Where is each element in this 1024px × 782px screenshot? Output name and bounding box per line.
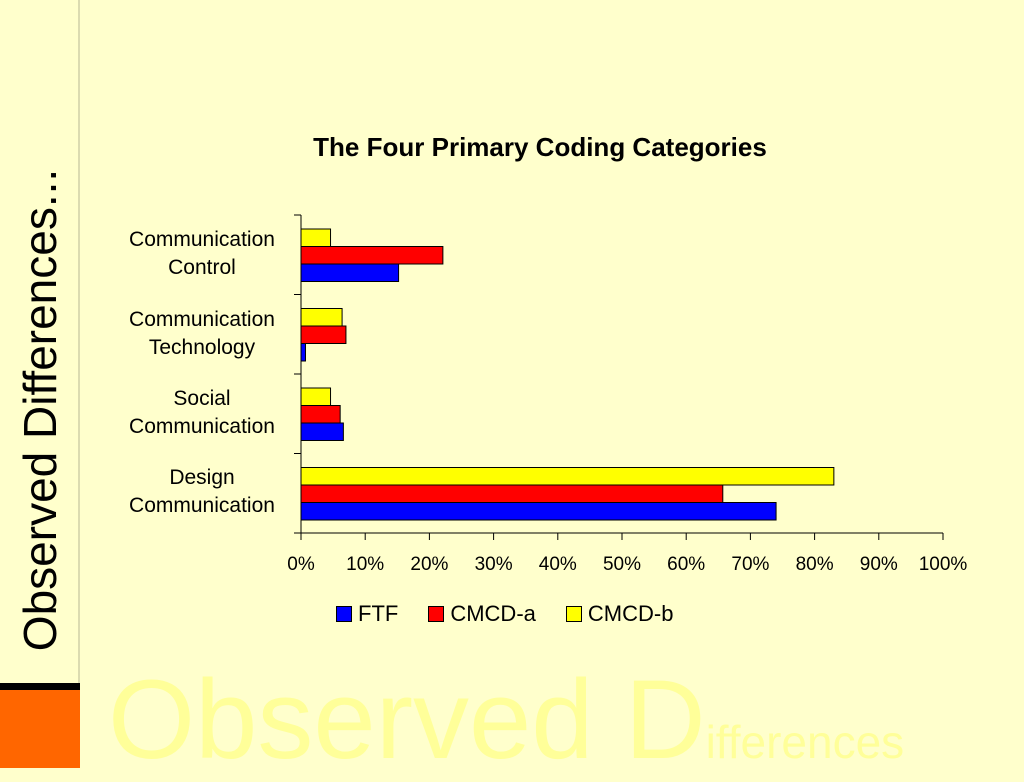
chart-title: The Four Primary Coding Categories <box>313 132 767 162</box>
legend-swatch-ftf <box>336 606 352 622</box>
legend-label: CMCD-b <box>587 601 674 626</box>
category-label-communication-control: Communication Control <box>104 226 300 282</box>
category-label-line: Control <box>168 256 236 279</box>
bar-cmcd-a <box>300 325 347 344</box>
category-label-line: Communication <box>129 415 275 438</box>
legend-item-cmcd-b: CMCD-b <box>565 601 674 627</box>
category-label-communication-technology: Communication Technology <box>104 306 300 362</box>
bar-ftf <box>300 343 306 362</box>
watermark-large-text: Observed D <box>108 657 706 782</box>
category-label-line: Design <box>169 466 235 489</box>
legend-item-cmcd-a: CMCD-a <box>428 601 536 627</box>
watermark-small-text: ifferences <box>705 716 905 768</box>
x-tick-label: 30% <box>474 554 513 575</box>
x-tick-label: 50% <box>602 554 642 575</box>
x-tick-label: 0% <box>287 554 315 575</box>
bar-cmcd-a <box>300 246 444 265</box>
category-label-line: Communication <box>129 228 275 251</box>
legend-label: FTF <box>358 601 399 626</box>
x-tick-label: 100% <box>918 554 968 575</box>
background-watermark: Observed Differences <box>108 664 904 776</box>
bar-cmcd-b <box>300 387 332 406</box>
x-tick-label: 90% <box>859 554 898 575</box>
category-label-social-communication: Social Communication <box>104 385 300 441</box>
bar-cmcd-b <box>300 308 343 327</box>
legend-swatch-cmcd-a <box>428 606 445 622</box>
legend-swatch-cmcd-b <box>565 606 582 622</box>
category-label-line: Communication <box>129 308 275 331</box>
x-tick-label: 80% <box>795 554 834 575</box>
bar-ftf <box>300 263 400 282</box>
bar-cmcd-a <box>300 484 724 503</box>
legend-item-ftf: FTF <box>336 601 398 627</box>
x-tick-label: 40% <box>538 554 577 575</box>
category-label-line: Social <box>173 387 231 410</box>
category-label-line: Technology <box>148 336 256 359</box>
x-tick-label: 20% <box>410 554 449 575</box>
bar-cmcd-a <box>300 405 341 424</box>
bar-ftf <box>300 502 777 521</box>
x-tick-label: 10% <box>346 554 385 575</box>
bar-ftf <box>300 422 344 441</box>
sidebar: Observed Differences... <box>0 0 80 768</box>
x-tick-label: 60% <box>667 554 706 575</box>
chart-legend: FTF CMCD-a CMCD-b <box>336 600 703 628</box>
bar-cmcd-b <box>300 467 835 486</box>
x-tick-label: 70% <box>731 554 770 575</box>
legend-label: CMCD-a <box>450 601 536 626</box>
category-label-design-communication: Design Communication <box>104 464 300 520</box>
bar-cmcd-b <box>300 228 332 247</box>
category-label-line: Communication <box>129 494 275 517</box>
orange-accent-block <box>0 683 80 768</box>
